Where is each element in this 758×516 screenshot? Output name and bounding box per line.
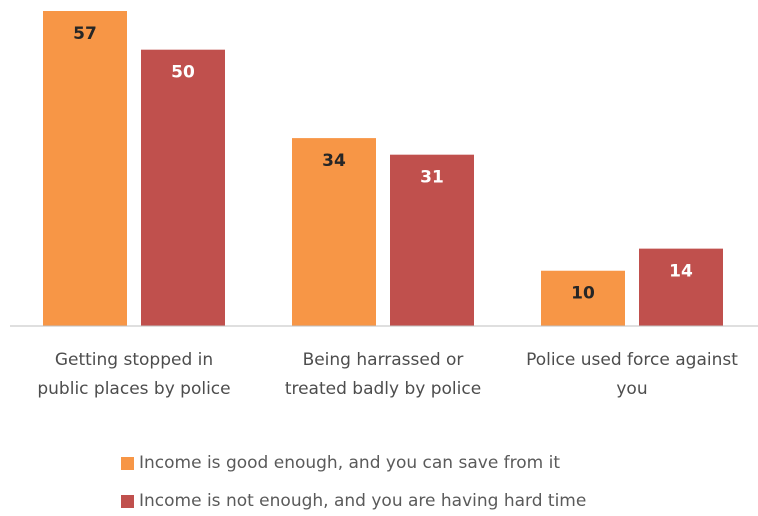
legend-item-series-1: Income is good enough, and you can save … [121,453,586,473]
bar-chart: 57 50 34 31 10 14 Getting stopped in public pl… [10,11,758,399]
category-labels: Getting stopped in public places by polic… [37,350,738,399]
data-label-series-2-cat-2: 31 [420,168,444,188]
legend-swatch-series-1 [121,456,134,470]
bar-series-2-cat-3 [639,248,723,326]
bar-series-2-cat-1 [141,49,225,327]
bar-series-1-cat-2 [292,138,376,326]
bar-series-1-cat-3 [541,270,625,326]
legend-item-series-2: Income is not enough, and you are having… [121,491,586,511]
bar-series-2-cat-2 [390,154,474,326]
legend-label-series-2: Income is not enough, and you are having… [139,491,587,511]
data-label-series-1-cat-3: 10 [571,284,595,304]
legend-swatch-series-2 [121,494,134,508]
category-label-2-line-1: Being harrassed or [303,350,464,370]
data-label-series-1-cat-2: 34 [322,151,346,171]
legend-label-series-1: Income is good enough, and you can save … [139,453,561,473]
category-label-3-line-1: Police used force against [526,350,738,370]
category-label-2-line-2: treated badly by police [285,379,481,399]
legend: Income is good enough, and you can save … [121,453,586,511]
bars-group: 57 50 34 31 10 14 [43,11,723,327]
category-label-1-line-2: public places by police [37,379,230,399]
data-label-series-2-cat-3: 14 [669,262,693,282]
category-label-1-line-1: Getting stopped in [55,350,213,370]
bar-series-1-cat-1 [43,11,127,326]
data-label-series-1-cat-1: 57 [73,24,97,44]
category-label-3-line-2: you [616,379,647,399]
data-label-series-2-cat-1: 50 [171,63,195,83]
